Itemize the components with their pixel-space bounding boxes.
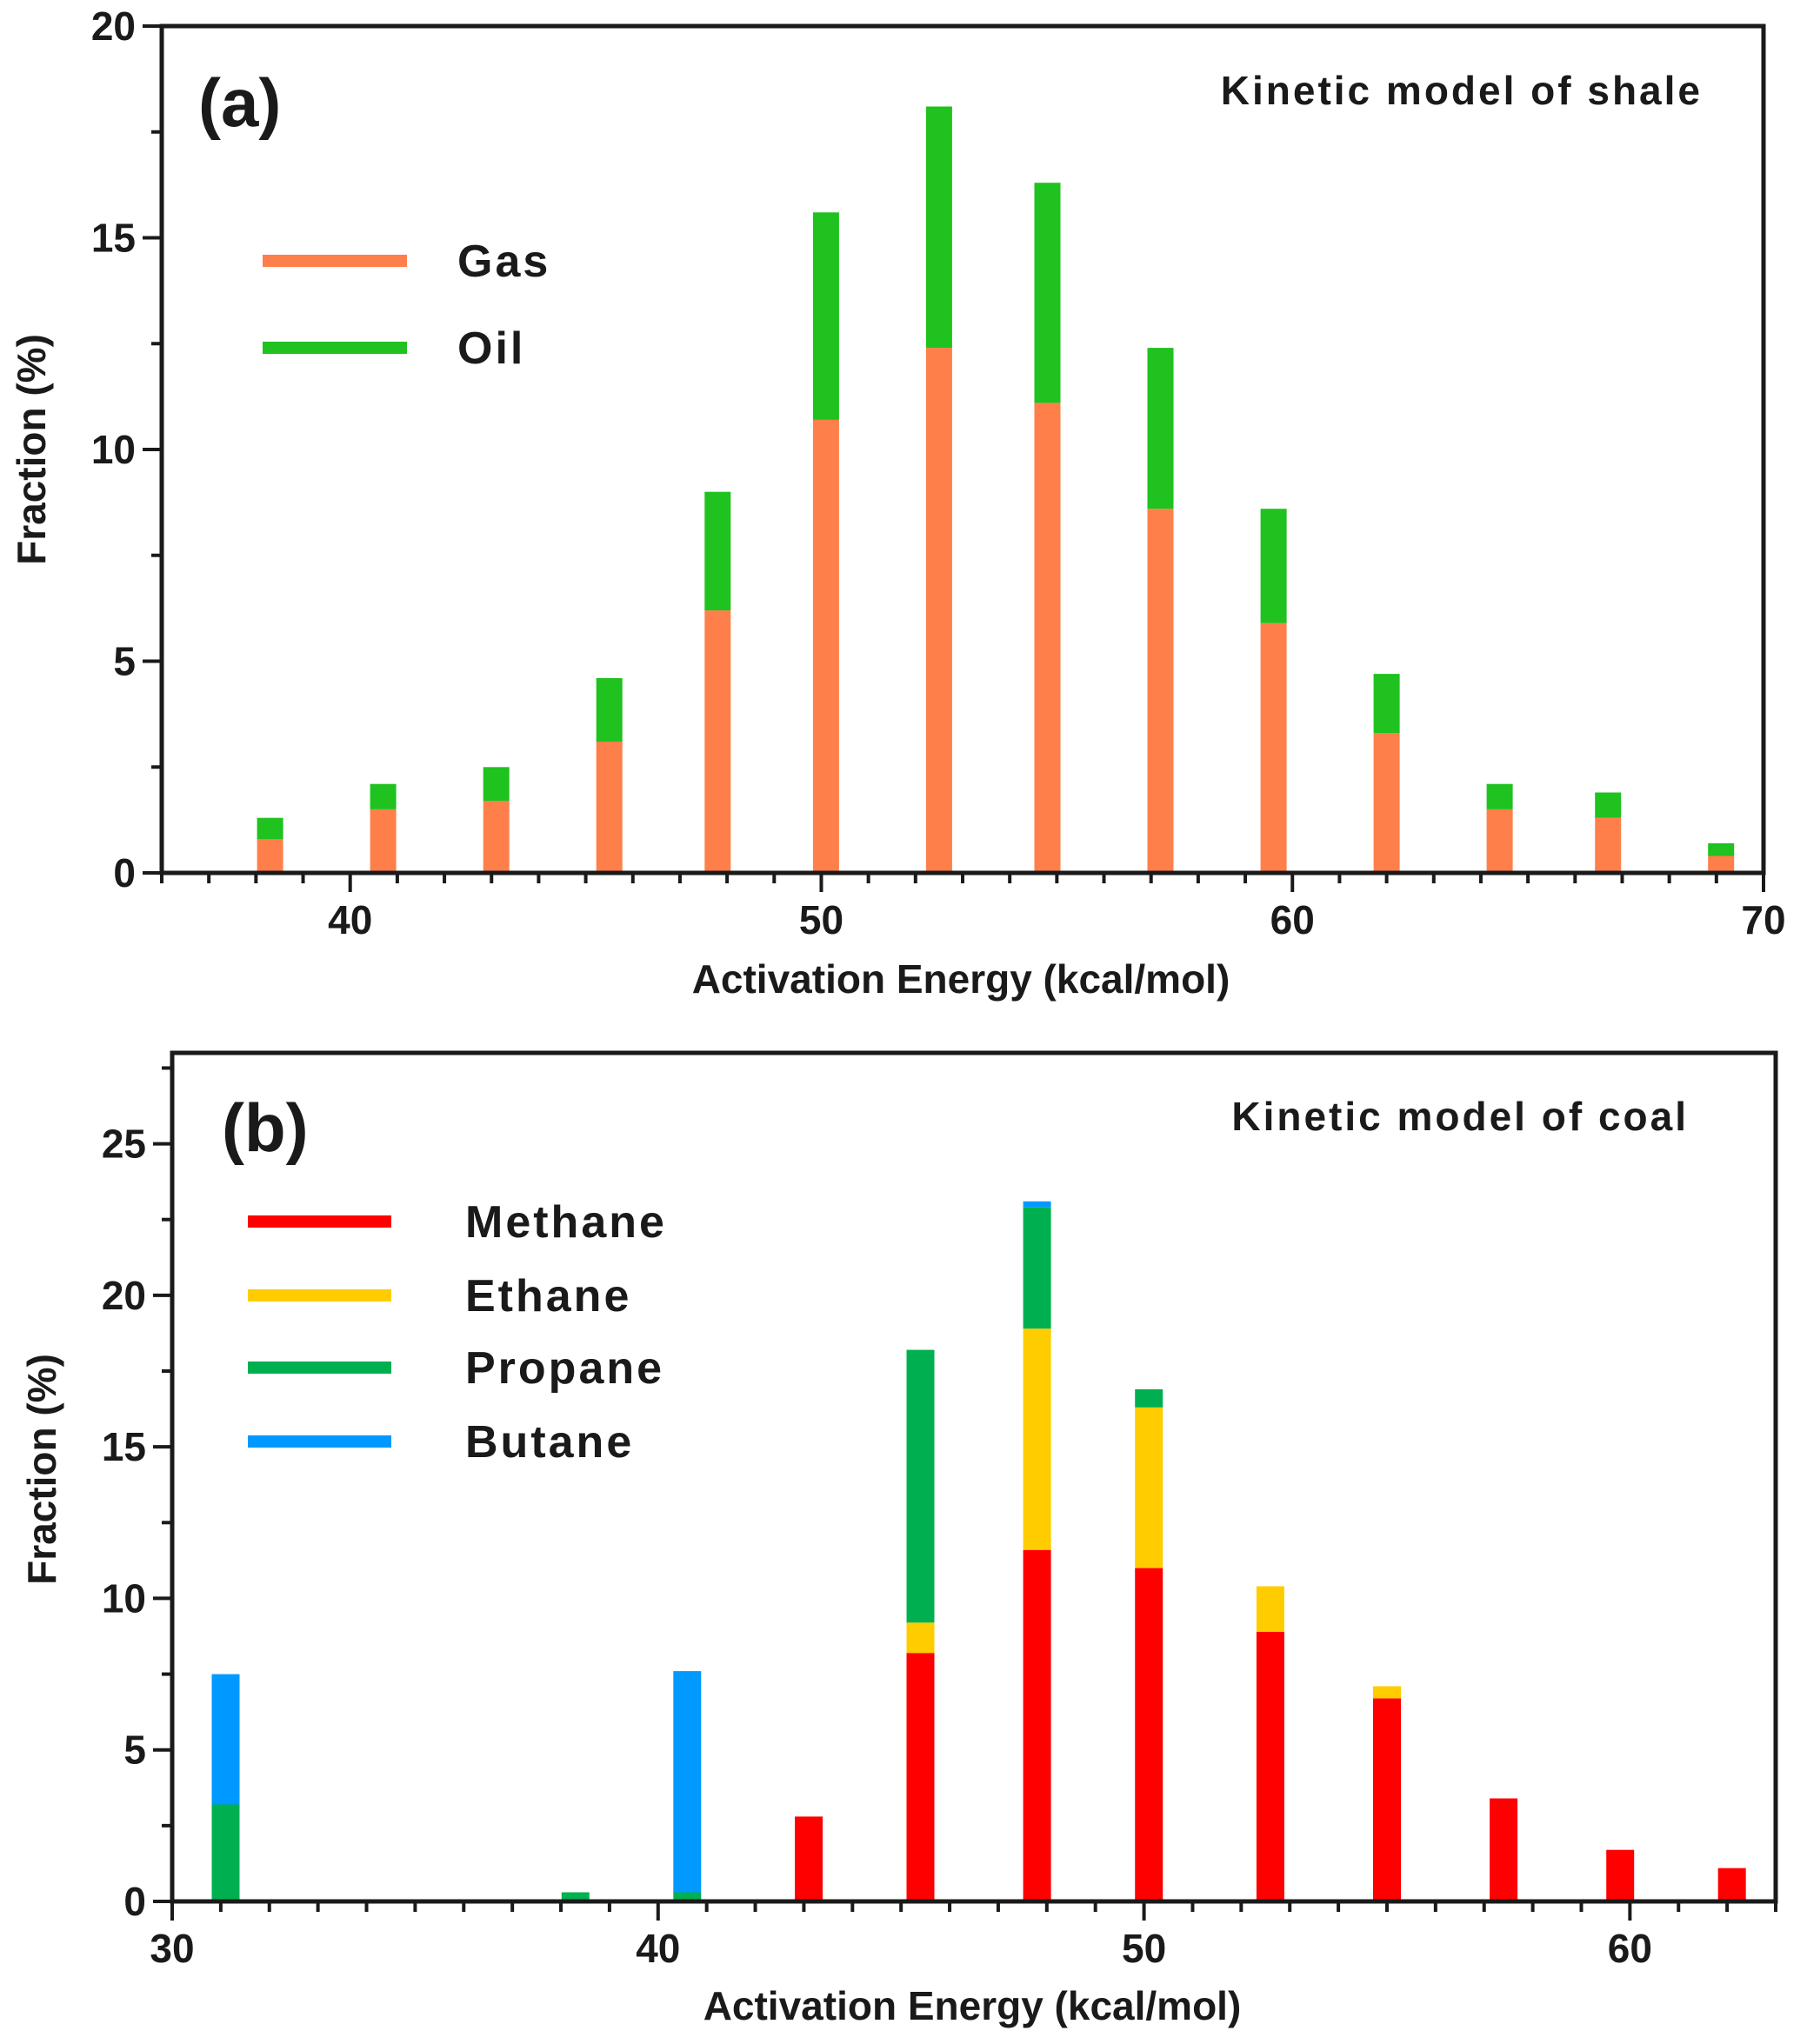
- bar-propane-6: [1135, 1388, 1164, 1408]
- bar-gas-7: [1034, 403, 1061, 873]
- panel-a-label: (a): [198, 64, 281, 141]
- x-tick-label-40: 40: [328, 897, 372, 942]
- panel-a-x-axis-title: Activation Energy (kcal/mol): [692, 956, 1230, 1002]
- bar-gas-1: [370, 809, 397, 873]
- panel-b-label: (b): [222, 1089, 309, 1166]
- bar-oil-7: [1034, 183, 1061, 403]
- bar-propane-1: [561, 1892, 590, 1901]
- bar-methane-11: [1717, 1868, 1746, 1901]
- y-tick-label-5: 5: [113, 639, 136, 684]
- panel-a-bars: [257, 106, 1735, 874]
- panel-a-title: Kinetic model of shale: [1221, 68, 1703, 113]
- bar-gas-0: [257, 839, 283, 873]
- y-tick-label-15: 15: [102, 1424, 146, 1469]
- panel-b-y-ticks: 0 5 10 15 20 25: [102, 1066, 172, 1924]
- x-tick-label-40: 40: [636, 1926, 680, 1971]
- bar-gas-10: [1373, 733, 1400, 873]
- legend-label-ethane: Ethane: [465, 1271, 631, 1322]
- bar-oil-4: [704, 491, 731, 611]
- bar-gas-12: [1595, 817, 1622, 873]
- panel-b-legend: Methane Ethane Propane Butane: [248, 1197, 667, 1468]
- bar-gas-4: [704, 610, 731, 873]
- bar-methane-4: [906, 1653, 935, 1901]
- panel-a-y-axis-title: Fraction (%): [9, 334, 54, 565]
- bar-oil-8: [1147, 348, 1174, 509]
- bar-gas-13: [1708, 856, 1735, 873]
- y-tick-label-20: 20: [102, 1273, 146, 1318]
- bar-gas-5: [812, 419, 839, 873]
- bar-propane-2: [673, 1892, 702, 1901]
- panel-b-x-axis-title: Activation Energy (kcal/mol): [703, 1983, 1242, 2028]
- bar-methane-6: [1135, 1568, 1164, 1901]
- y-tick-label-20: 20: [91, 3, 136, 49]
- y-tick-label-10: 10: [91, 427, 136, 472]
- panel-a-shale: 40 50 60 70 0 5 10 15 20 (a) Kinetic model of s…: [9, 3, 1786, 1002]
- panel-b-x-ticks: 30 40 50 60: [150, 1901, 1777, 1971]
- x-tick-label-50: 50: [1122, 1926, 1166, 1971]
- bar-gas-8: [1147, 509, 1174, 873]
- bar-oil-6: [925, 106, 952, 349]
- legend-label-oil: Oil: [457, 323, 525, 374]
- y-tick-label-0: 0: [123, 1879, 146, 1924]
- bar-ethane-7: [1256, 1586, 1284, 1632]
- panel-b-title: Kinetic model of coal: [1231, 1094, 1689, 1139]
- bar-propane-0: [211, 1804, 240, 1901]
- panel-a-plot-frame: [159, 23, 1766, 876]
- legend-label-gas: Gas: [457, 236, 550, 287]
- panel-b-coal: 30 40 50 60 0 5 10 15 20 25 (b) Kinetic model of…: [19, 1050, 1778, 2028]
- y-tick-label-5: 5: [123, 1728, 146, 1773]
- bar-methane-10: [1606, 1849, 1635, 1901]
- x-tick-label-30: 30: [150, 1926, 194, 1971]
- bar-oil-13: [1708, 842, 1735, 856]
- bar-oil-1: [370, 783, 397, 809]
- legend-label-methane: Methane: [465, 1197, 667, 1248]
- bar-oil-2: [483, 767, 510, 802]
- y-tick-label-10: 10: [102, 1575, 146, 1621]
- bar-butane-0: [211, 1674, 240, 1805]
- bar-oil-0: [257, 817, 283, 839]
- y-tick-label-15: 15: [91, 216, 136, 261]
- bar-methane-8: [1373, 1698, 1401, 1901]
- bar-gas-3: [596, 742, 623, 873]
- x-tick-label-60: 60: [1270, 897, 1315, 942]
- bar-oil-3: [596, 678, 623, 742]
- bar-ethane-8: [1373, 1686, 1401, 1699]
- x-tick-label-60: 60: [1608, 1926, 1652, 1971]
- x-tick-label-70: 70: [1741, 897, 1785, 942]
- bar-oil-5: [812, 212, 839, 420]
- bar-oil-9: [1260, 509, 1287, 623]
- bar-ethane-6: [1135, 1407, 1164, 1568]
- panel-b-y-axis-title: Fraction (%): [19, 1354, 64, 1585]
- bar-oil-11: [1486, 783, 1513, 809]
- y-tick-label-0: 0: [113, 850, 136, 895]
- panel-b-bars: [211, 1201, 1746, 1901]
- y-tick-label-25: 25: [102, 1122, 146, 1167]
- legend-label-butane: Butane: [465, 1417, 634, 1468]
- panel-b-plot-frame: [170, 1050, 1778, 1904]
- bar-gas-11: [1486, 809, 1513, 873]
- x-tick-label-50: 50: [799, 897, 843, 942]
- bar-butane-2: [673, 1671, 702, 1893]
- panel-a-y-ticks: 0 5 10 15 20: [91, 3, 162, 895]
- bar-gas-9: [1260, 623, 1287, 873]
- bar-propane-4: [906, 1349, 935, 1623]
- bar-methane-3: [795, 1816, 823, 1901]
- bar-methane-7: [1256, 1631, 1284, 1901]
- bar-ethane-4: [906, 1622, 935, 1654]
- panel-a-legend: Gas Oil: [263, 236, 550, 374]
- bar-methane-9: [1490, 1798, 1518, 1901]
- bar-methane-5: [1023, 1549, 1051, 1901]
- legend-label-propane: Propane: [465, 1343, 664, 1394]
- bar-gas-2: [483, 801, 510, 873]
- bar-oil-10: [1373, 674, 1400, 734]
- bar-butane-5: [1023, 1201, 1051, 1208]
- panel-a-x-ticks: 40 50 60 70: [160, 873, 1786, 942]
- bar-ethane-5: [1023, 1328, 1051, 1550]
- bar-oil-12: [1595, 792, 1622, 818]
- bar-gas-6: [925, 348, 952, 874]
- bar-propane-5: [1023, 1207, 1051, 1329]
